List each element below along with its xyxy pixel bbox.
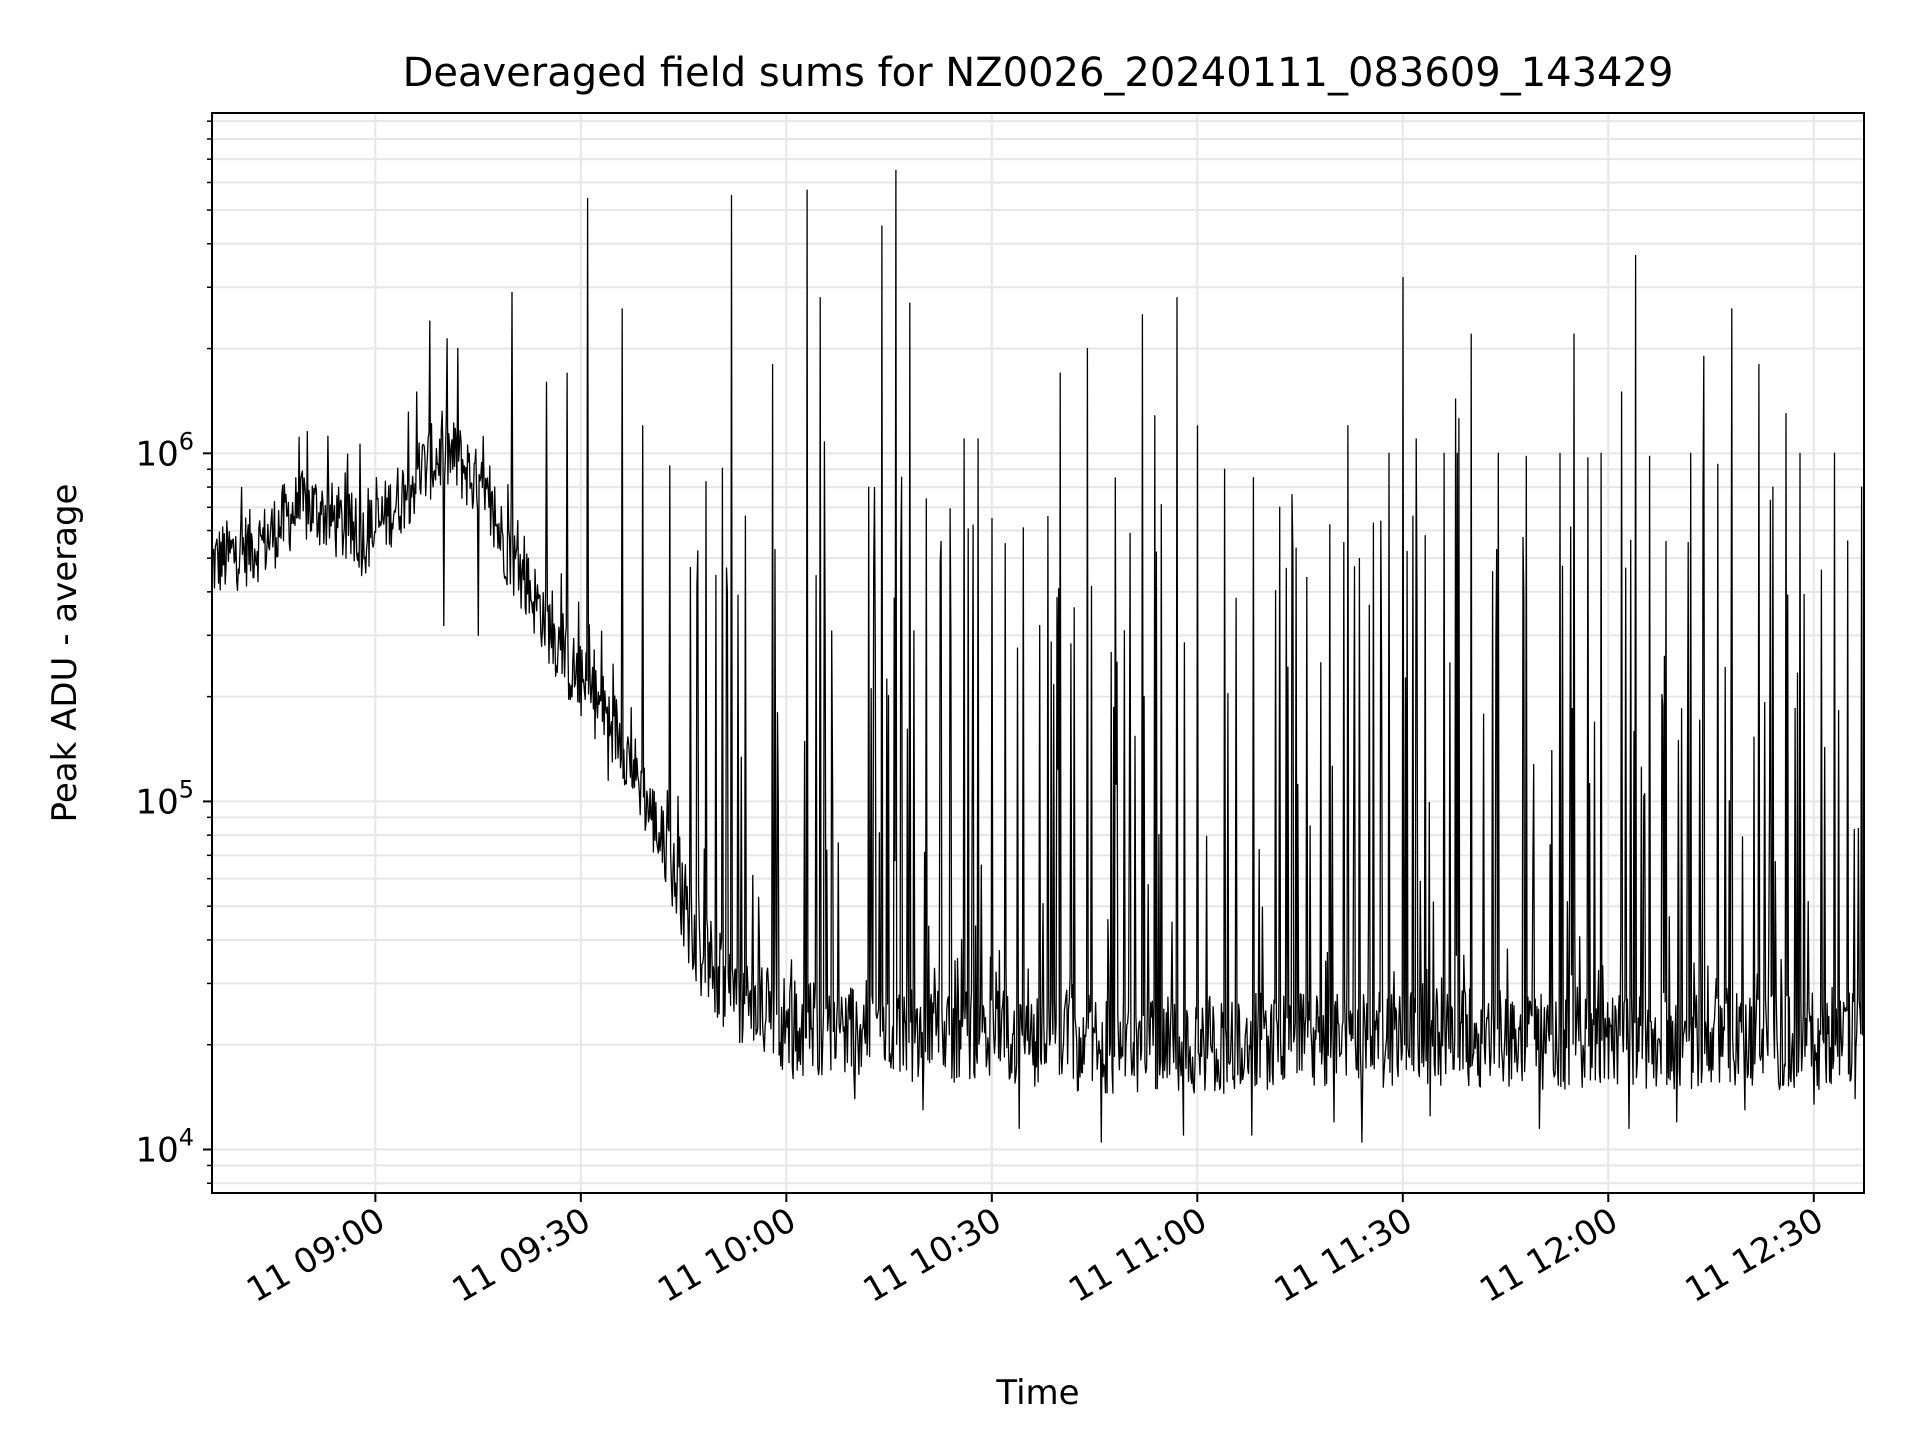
plot-frame xyxy=(211,112,1865,1194)
y-tick-label: 105 xyxy=(135,775,194,822)
y-axis-label: Peak ADU - average xyxy=(45,484,85,823)
x-axis-label: Time xyxy=(995,1373,1079,1413)
chart-title: Deaveraged field sums for NZ0026_2024011… xyxy=(403,50,1674,96)
series-line xyxy=(212,169,1864,1143)
y-tick-label: 104 xyxy=(135,1124,194,1171)
series-layer xyxy=(212,169,1864,1143)
y-tick-label: 106 xyxy=(135,427,194,474)
